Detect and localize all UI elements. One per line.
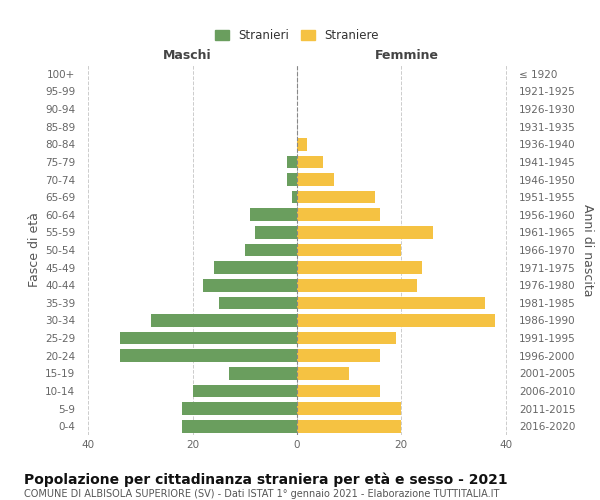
Bar <box>297 296 485 309</box>
Bar <box>287 173 297 186</box>
Text: Popolazione per cittadinanza straniera per età e sesso - 2021: Popolazione per cittadinanza straniera p… <box>24 472 508 487</box>
Bar <box>292 191 297 203</box>
Bar <box>229 367 297 380</box>
Bar <box>297 350 380 362</box>
Bar <box>297 402 401 415</box>
Bar <box>297 191 375 203</box>
Bar <box>297 314 495 327</box>
Bar <box>297 367 349 380</box>
Y-axis label: Anni di nascita: Anni di nascita <box>581 204 594 296</box>
Bar <box>297 173 334 186</box>
Bar <box>297 332 396 344</box>
Bar <box>193 384 297 398</box>
Bar <box>214 262 297 274</box>
Bar <box>297 138 307 150</box>
Legend: Stranieri, Straniere: Stranieri, Straniere <box>212 26 382 44</box>
Bar <box>255 226 297 238</box>
Bar <box>203 279 297 291</box>
Text: Maschi: Maschi <box>163 50 212 62</box>
Bar <box>297 279 417 291</box>
Bar <box>120 332 297 344</box>
Bar <box>297 420 401 432</box>
Bar <box>297 244 401 256</box>
Bar <box>182 402 297 415</box>
Text: COMUNE DI ALBISOLA SUPERIORE (SV) - Dati ISTAT 1° gennaio 2021 - Elaborazione TU: COMUNE DI ALBISOLA SUPERIORE (SV) - Dati… <box>24 489 499 499</box>
Bar <box>250 208 297 221</box>
Bar <box>120 350 297 362</box>
Bar <box>297 156 323 168</box>
Bar <box>297 384 380 398</box>
Bar <box>297 262 422 274</box>
Bar <box>297 226 433 238</box>
Bar <box>287 156 297 168</box>
Bar <box>245 244 297 256</box>
Bar <box>151 314 297 327</box>
Bar <box>297 208 380 221</box>
Bar <box>219 296 297 309</box>
Text: Femmine: Femmine <box>374 50 439 62</box>
Bar <box>182 420 297 432</box>
Y-axis label: Fasce di età: Fasce di età <box>28 212 41 288</box>
